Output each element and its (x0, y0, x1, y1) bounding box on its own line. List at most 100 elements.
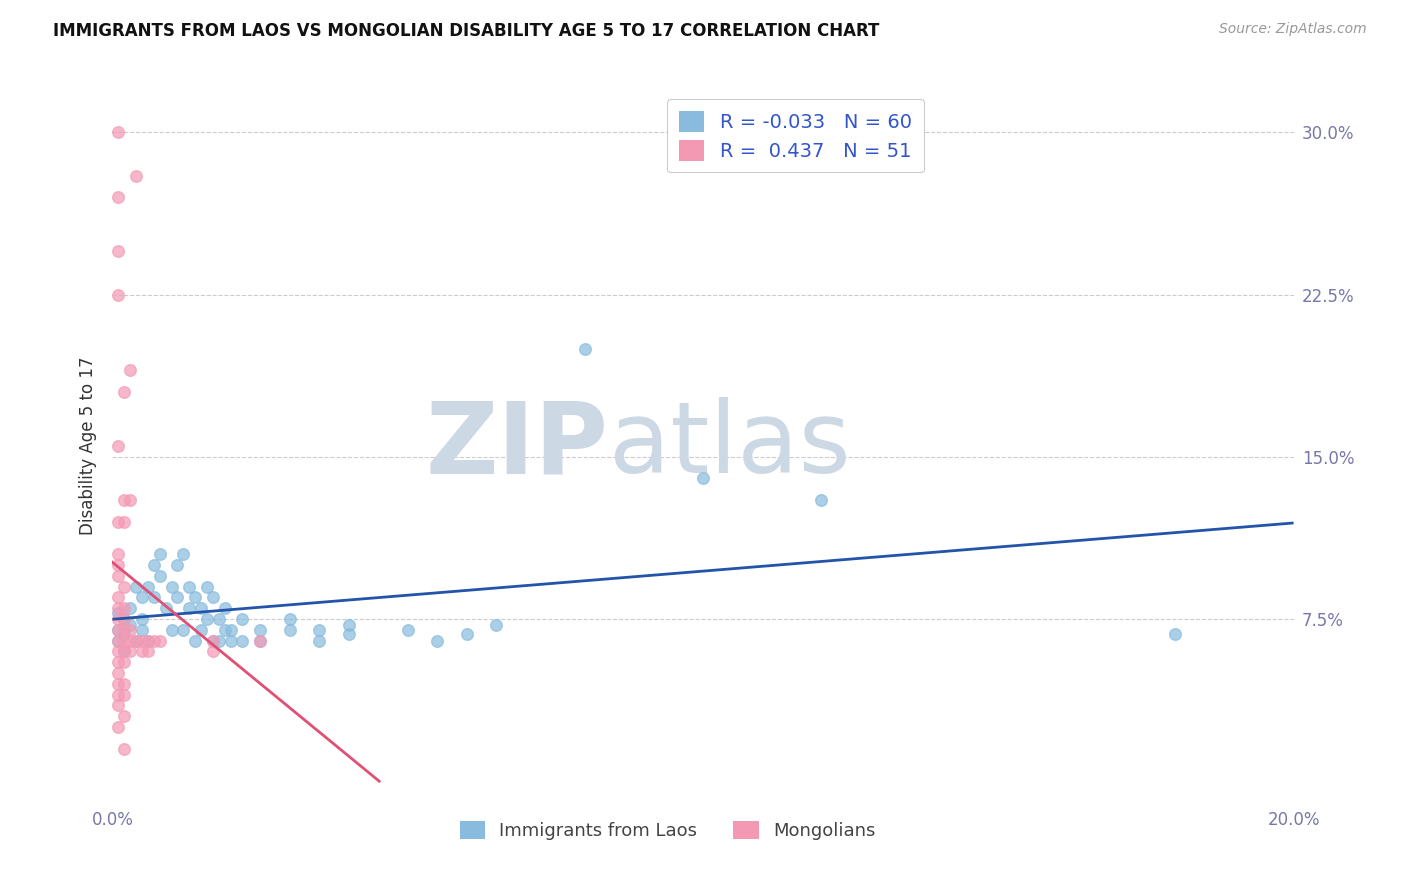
Point (219, 623, 242, 637)
Point (278, 612, 301, 626)
Point (810, 493, 832, 508)
Point (160, 580, 183, 594)
Point (201, 591, 224, 605)
Point (112, 644, 135, 658)
Point (426, 633, 449, 648)
Point (231, 633, 253, 648)
Point (107, 190, 129, 204)
Point (166, 558, 188, 572)
Point (190, 623, 212, 637)
Point (107, 666, 129, 681)
Point (485, 618, 508, 632)
Point (131, 623, 153, 637)
Point (107, 677, 129, 691)
Point (125, 580, 148, 594)
Text: atlas: atlas (609, 398, 851, 494)
Point (112, 741, 135, 756)
Y-axis label: Disability Age 5 to 17: Disability Age 5 to 17 (79, 357, 97, 535)
Point (125, 169, 148, 183)
Point (308, 623, 330, 637)
Point (107, 558, 129, 572)
Point (166, 591, 188, 605)
Point (208, 612, 231, 626)
Point (131, 612, 153, 626)
Point (107, 655, 129, 669)
Point (125, 633, 148, 648)
Point (107, 287, 129, 301)
Point (337, 618, 360, 632)
Point (120, 363, 142, 377)
Point (278, 623, 301, 637)
Point (184, 633, 207, 648)
Point (112, 493, 135, 508)
Point (107, 515, 129, 529)
Point (214, 601, 236, 615)
Point (120, 623, 142, 637)
Point (120, 601, 142, 615)
Point (112, 709, 135, 723)
Point (107, 720, 129, 734)
Point (112, 627, 135, 641)
Point (120, 633, 142, 648)
Point (107, 244, 129, 259)
Point (184, 591, 207, 605)
Point (112, 677, 135, 691)
Point (1164, 627, 1187, 641)
Point (112, 384, 135, 399)
Point (149, 568, 172, 582)
Legend: Immigrants from Laos, Mongolians: Immigrants from Laos, Mongolians (453, 814, 883, 847)
Point (107, 623, 129, 637)
Point (201, 633, 224, 648)
Point (142, 633, 165, 648)
Point (112, 655, 135, 669)
Point (249, 623, 271, 637)
Point (136, 633, 159, 648)
Point (172, 547, 194, 561)
Point (112, 633, 135, 648)
Point (179, 580, 201, 594)
Point (107, 601, 129, 615)
Point (231, 612, 253, 626)
Point (107, 644, 129, 658)
Point (219, 633, 242, 648)
Point (112, 601, 135, 615)
Point (112, 612, 135, 626)
Point (112, 623, 135, 637)
Point (107, 633, 129, 648)
Point (195, 612, 218, 626)
Point (112, 580, 135, 594)
Point (107, 623, 129, 637)
Point (131, 644, 153, 658)
Point (107, 568, 129, 582)
Point (142, 591, 165, 605)
Point (160, 623, 183, 637)
Point (149, 547, 172, 561)
Text: IMMIGRANTS FROM LAOS VS MONGOLIAN DISABILITY AGE 5 TO 17 CORRELATION CHART: IMMIGRANTS FROM LAOS VS MONGOLIAN DISABI… (53, 22, 880, 40)
Text: Source: ZipAtlas.com: Source: ZipAtlas.com (1219, 22, 1367, 37)
Point (456, 627, 478, 641)
Point (136, 580, 159, 594)
Point (308, 633, 330, 648)
Point (107, 439, 129, 453)
Point (214, 623, 236, 637)
Point (107, 125, 129, 139)
Point (107, 591, 129, 605)
Point (125, 633, 148, 648)
Point (131, 633, 153, 648)
Point (120, 493, 142, 508)
Point (155, 601, 177, 615)
Point (120, 644, 142, 658)
Point (179, 601, 201, 615)
Point (190, 601, 212, 615)
Point (131, 591, 153, 605)
Point (136, 633, 159, 648)
Point (574, 342, 596, 356)
Point (201, 644, 224, 658)
Point (249, 633, 271, 648)
Point (107, 688, 129, 702)
Point (107, 698, 129, 713)
Point (107, 547, 129, 561)
Point (136, 644, 159, 658)
Point (149, 633, 172, 648)
Point (112, 644, 135, 658)
